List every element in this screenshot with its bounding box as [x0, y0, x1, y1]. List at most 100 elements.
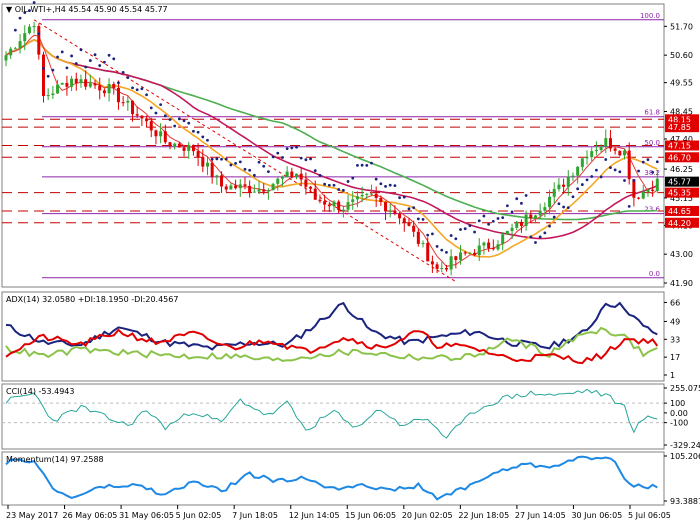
candle-down — [529, 210, 533, 223]
candle-body — [149, 121, 153, 131]
candle-down — [402, 216, 406, 232]
candle-down — [84, 70, 88, 90]
candle-body — [365, 194, 369, 196]
candle-up — [60, 82, 64, 85]
fib-label: 50.0 — [644, 139, 660, 147]
sar-dot — [580, 183, 584, 186]
candle-body — [599, 146, 603, 150]
candle-body — [32, 26, 36, 28]
candle-up — [543, 202, 547, 218]
price-label: 48.15 — [668, 115, 691, 124]
candle-down — [435, 262, 439, 274]
candle-up — [482, 241, 486, 255]
sar-dot — [491, 219, 495, 223]
sar-dot — [271, 155, 275, 159]
sar-dot — [618, 170, 622, 174]
candle-body — [262, 189, 266, 192]
sar-dot — [595, 168, 598, 172]
sar-dot — [431, 232, 434, 236]
candle-up — [538, 203, 542, 219]
candle-body — [519, 221, 523, 226]
sar-dot — [576, 187, 580, 191]
candle-body — [98, 85, 102, 91]
candle-body — [295, 173, 299, 178]
candle-up — [257, 180, 261, 195]
candle-up — [477, 238, 481, 262]
candle-body — [444, 267, 448, 270]
candle-down — [168, 141, 172, 150]
sar-dot — [93, 53, 97, 57]
panel-frame-mom — [1, 451, 665, 506]
sar-dot — [159, 103, 163, 106]
sar-dot — [103, 60, 106, 64]
candle-body — [173, 143, 177, 147]
sar-dot — [473, 230, 476, 234]
candle-up — [510, 223, 514, 240]
sar-dot — [51, 68, 55, 72]
candle-up — [566, 170, 570, 196]
candle-body — [646, 189, 650, 192]
candle-body — [655, 178, 659, 191]
candle-up — [88, 74, 92, 89]
candle-body — [23, 33, 27, 42]
candle-down — [613, 146, 617, 155]
candle-body — [454, 256, 458, 260]
sar-dot — [435, 244, 439, 248]
candle-up — [341, 205, 345, 218]
candle-down — [234, 179, 238, 190]
sar-dot — [243, 167, 247, 171]
time-axis: 23 May 2017 26 May 06:05 31 May 06:05 5 Jun… — [6, 505, 671, 520]
price-label: 47.85 — [668, 123, 691, 132]
candle-body — [369, 193, 373, 195]
candle-body — [430, 261, 434, 265]
candles — [4, 22, 659, 276]
price-label-box — [665, 176, 699, 187]
candle-up — [70, 75, 74, 92]
sar-dot — [285, 147, 289, 151]
sar-dot — [463, 227, 467, 231]
candle-up — [238, 179, 242, 197]
candle-body — [538, 210, 542, 216]
candle-body — [491, 248, 495, 250]
sar-dot — [112, 57, 116, 61]
sar-dot — [238, 160, 242, 164]
candle-body — [557, 184, 561, 190]
candle-body — [510, 227, 514, 231]
sar-dot — [290, 146, 294, 150]
candle-body — [594, 149, 598, 152]
candle-body — [487, 242, 491, 249]
candle-body — [524, 214, 528, 226]
candle-up — [173, 142, 177, 150]
candle-up — [524, 210, 528, 231]
candle-body — [304, 179, 308, 187]
sar-dot — [318, 173, 322, 177]
sar-dot — [229, 163, 233, 167]
candle-body — [552, 189, 556, 197]
candle-down — [65, 75, 69, 96]
sar-dot — [412, 206, 416, 210]
cci-tick-label: 0.00 — [670, 409, 688, 418]
sar-dot — [524, 194, 528, 197]
candle-body — [632, 179, 636, 198]
candle-down — [304, 172, 308, 195]
price-label-box — [665, 217, 699, 228]
time-tick-label: 30 Jun 06:05 — [571, 511, 622, 520]
price-tick-label: 45.15 — [670, 194, 693, 203]
time-tick-label: 26 May 06:05 — [63, 511, 118, 520]
sar-dot — [609, 166, 612, 170]
candle-up — [295, 173, 299, 180]
candle-up — [46, 88, 50, 101]
time-tick-label: 27 Jun 14:05 — [515, 511, 566, 520]
fib-label: 0.0 — [649, 270, 660, 278]
candle-body — [93, 83, 97, 86]
candle-body — [299, 173, 303, 180]
candle-body — [51, 93, 55, 96]
candle-body — [543, 207, 547, 211]
sar-dot — [46, 74, 50, 78]
candle-body — [191, 144, 195, 152]
sar-dot — [520, 201, 523, 205]
candle-body — [421, 242, 425, 244]
candle-up — [280, 175, 284, 187]
